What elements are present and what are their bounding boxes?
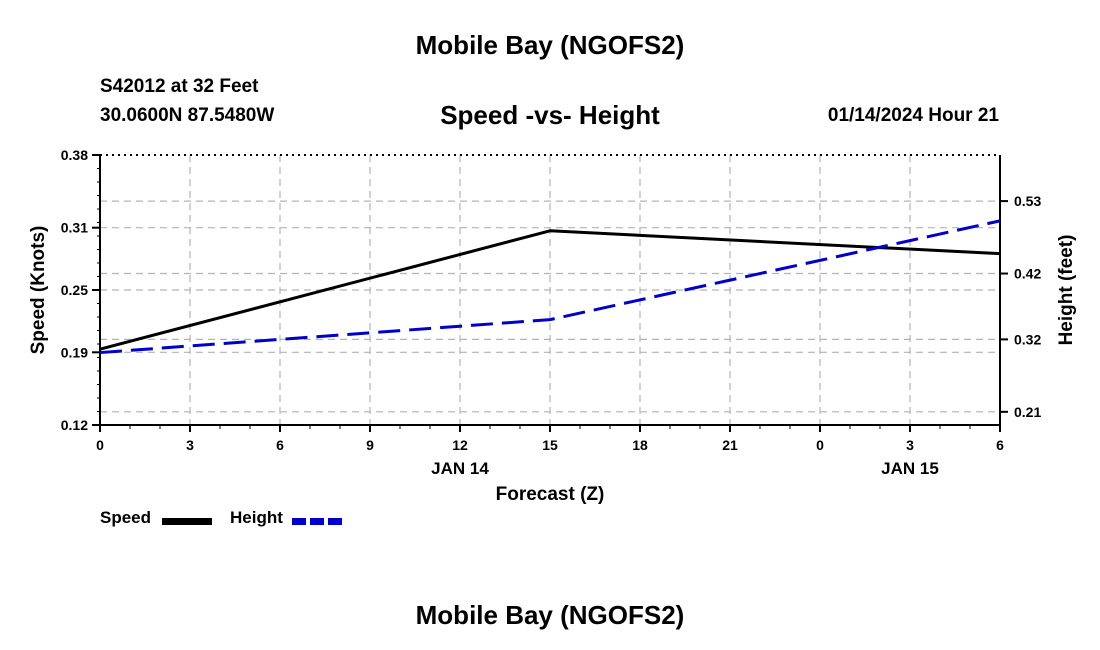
chart-title: Speed -vs- Height [440, 100, 660, 130]
x-tick-label: 9 [366, 437, 374, 453]
x-tick-label: 6 [996, 437, 1004, 453]
y2-tick-label: 0.53 [1014, 193, 1041, 209]
y-tick-label: 0.19 [61, 344, 88, 360]
legend-height-swatch [292, 518, 342, 525]
x-tick-label: 18 [632, 437, 648, 453]
station-label: S42012 at 32 Feet [100, 76, 259, 97]
legend-height-label: Height [230, 508, 283, 527]
x-tick-label: 21 [722, 437, 738, 453]
x-tick-label: 12 [452, 437, 468, 453]
x-tick-label: 15 [542, 437, 558, 453]
legend-speed-swatch [162, 518, 212, 525]
footer-title: Mobile Bay (NGOFS2) [415, 600, 685, 630]
y2-tick-label: 0.32 [1014, 331, 1041, 347]
x-tick-label: 3 [906, 437, 914, 453]
y2-axis-title: Height (feet) [1056, 235, 1077, 346]
legend-speed-label: Speed [100, 508, 152, 527]
y-tick-label: 0.12 [61, 417, 88, 433]
x-tick-label: 0 [816, 437, 824, 453]
height-series-line [99, 219, 1001, 355]
y-tick-label: 0.25 [61, 282, 88, 298]
x-axis-title: Forecast (Z) [496, 484, 605, 505]
y-axis-title: Speed (Knots) [28, 226, 49, 355]
y2-tick-label: 0.42 [1014, 266, 1041, 282]
x-date-label: JAN 15 [881, 459, 939, 478]
station-coordinates: 30.0600N 87.5480W [100, 105, 275, 126]
page-title: Mobile Bay (NGOFS2) [415, 30, 685, 60]
x-tick-label: 6 [276, 437, 284, 453]
x-tick-label: 3 [186, 437, 194, 453]
y-tick-label: 0.38 [61, 147, 88, 163]
speed-series-line [99, 229, 1001, 351]
y2-tick-label: 0.21 [1014, 404, 1041, 420]
forecast-datetime: 01/14/2024 Hour 21 [827, 105, 999, 126]
x-date-label: JAN 14 [431, 459, 489, 478]
x-tick-label: 0 [96, 437, 104, 453]
y-tick-label: 0.31 [61, 220, 88, 236]
